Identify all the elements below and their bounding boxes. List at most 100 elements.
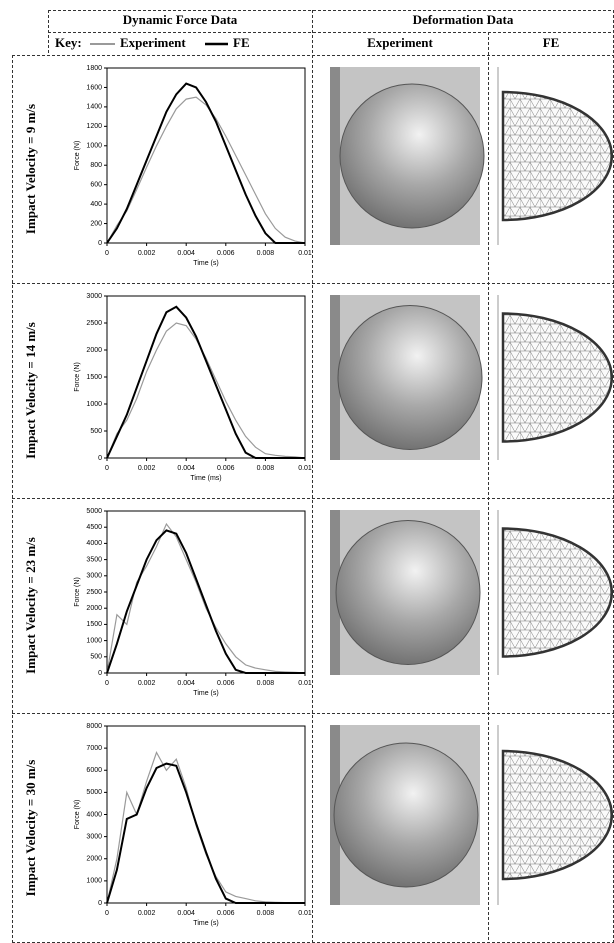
- y-tick-label: 500: [90, 654, 102, 661]
- series-line: [106, 751, 306, 904]
- x-axis-label: Time (ms): [190, 475, 221, 482]
- x-tick-label: 0.01: [298, 250, 312, 257]
- x-tick-label: 0: [105, 465, 109, 472]
- x-tick-label: 0: [105, 250, 109, 257]
- y-tick-label: 2000: [86, 347, 102, 354]
- row-label: Impact Velocity = 14 m/s: [23, 322, 38, 459]
- y-tick-label: 0: [98, 455, 102, 462]
- x-tick-label: 0.004: [177, 250, 195, 257]
- x-tick-label: 0: [105, 680, 109, 687]
- y-tick-label: 600: [90, 182, 102, 189]
- fe-mesh: [501, 527, 614, 658]
- x-axis-label: Time (s): [193, 690, 218, 697]
- y-tick-label: 0: [98, 240, 102, 247]
- y-tick-label: 1800: [86, 65, 102, 72]
- fe-mesh: [501, 312, 614, 443]
- series-line: [106, 82, 305, 244]
- y-tick-label: 3000: [86, 833, 102, 840]
- x-tick-label: 0.004: [177, 680, 195, 687]
- ball: [337, 305, 483, 450]
- ball: [333, 742, 479, 888]
- y-tick-label: 1000: [86, 878, 102, 885]
- y-tick-label: 1500: [86, 374, 102, 381]
- x-tick-label: 0.006: [217, 680, 235, 687]
- plot-area: [106, 67, 306, 244]
- header-experiment: Experiment: [367, 35, 433, 50]
- series-line: [106, 305, 305, 459]
- y-tick-label: 2500: [86, 589, 102, 596]
- header-fe: FE: [543, 35, 560, 50]
- legend-label: FE: [233, 35, 250, 50]
- series-line: [106, 322, 306, 459]
- y-tick-label: 1000: [86, 143, 102, 150]
- y-tick-label: 6000: [86, 767, 102, 774]
- photo-wall: [330, 67, 340, 245]
- y-tick-label: 800: [90, 162, 102, 169]
- y-tick-label: 400: [90, 201, 102, 208]
- y-tick-label: 4500: [86, 524, 102, 531]
- x-tick-label: 0.002: [138, 910, 156, 917]
- y-tick-label: 4000: [86, 811, 102, 818]
- y-axis-label: Force (N): [74, 800, 81, 830]
- y-tick-label: 2000: [86, 605, 102, 612]
- x-tick-label: 0.006: [217, 910, 235, 917]
- fe-mesh: [501, 749, 614, 881]
- x-tick-label: 0.006: [217, 465, 235, 472]
- series-line: [106, 96, 306, 244]
- x-tick-label: 0.01: [298, 465, 312, 472]
- x-tick-label: 0.008: [257, 910, 275, 917]
- x-axis-label: Time (s): [193, 920, 218, 927]
- x-axis-label: Time (s): [193, 260, 218, 267]
- y-tick-label: 3000: [86, 293, 102, 300]
- y-tick-label: 200: [90, 220, 102, 227]
- plot-area: [106, 510, 306, 674]
- y-tick-label: 7000: [86, 745, 102, 752]
- header-deformation: Deformation Data: [413, 12, 514, 27]
- y-tick-label: 1000: [86, 401, 102, 408]
- x-tick-label: 0.002: [138, 465, 156, 472]
- ball: [339, 83, 485, 229]
- y-axis-label: Force (N): [74, 577, 81, 607]
- row-label: Impact Velocity = 9 m/s: [23, 104, 38, 234]
- y-tick-label: 1000: [86, 637, 102, 644]
- y-tick-label: 4000: [86, 540, 102, 547]
- y-tick-label: 5000: [86, 789, 102, 796]
- y-tick-label: 2000: [86, 856, 102, 863]
- y-tick-label: 8000: [86, 723, 102, 730]
- y-tick-label: 2500: [86, 320, 102, 327]
- x-tick-label: 0: [105, 910, 109, 917]
- x-tick-label: 0.008: [257, 465, 275, 472]
- x-tick-label: 0.002: [138, 680, 156, 687]
- row-label: Impact Velocity = 23 m/s: [23, 537, 38, 674]
- x-tick-label: 0.004: [177, 910, 195, 917]
- plot-area: [106, 295, 306, 459]
- y-tick-label: 3000: [86, 573, 102, 580]
- y-tick-label: 0: [98, 670, 102, 677]
- y-tick-label: 500: [90, 428, 102, 435]
- series-line: [106, 529, 305, 674]
- x-tick-label: 0.002: [138, 250, 156, 257]
- x-tick-label: 0.008: [257, 680, 275, 687]
- series-line: [106, 522, 306, 674]
- photo-wall: [330, 510, 340, 675]
- fe-mesh: [501, 90, 614, 222]
- legend-label: Experiment: [120, 35, 186, 50]
- header-force: Dynamic Force Data: [123, 12, 238, 27]
- photo-wall: [330, 295, 340, 460]
- y-tick-label: 1600: [86, 84, 102, 91]
- x-tick-label: 0.006: [217, 250, 235, 257]
- ball: [335, 520, 481, 665]
- row-label: Impact Velocity = 30 m/s: [23, 760, 38, 897]
- y-tick-label: 1500: [86, 621, 102, 628]
- x-tick-label: 0.004: [177, 465, 195, 472]
- key-label: Key:: [55, 35, 82, 50]
- y-tick-label: 0: [98, 900, 102, 907]
- y-tick-label: 3500: [86, 556, 102, 563]
- y-axis-label: Force (N): [74, 362, 81, 392]
- series-line: [106, 762, 305, 904]
- x-tick-label: 0.008: [257, 250, 275, 257]
- y-tick-label: 1200: [86, 123, 102, 130]
- y-axis-label: Force (N): [74, 141, 81, 171]
- x-tick-label: 0.01: [298, 910, 312, 917]
